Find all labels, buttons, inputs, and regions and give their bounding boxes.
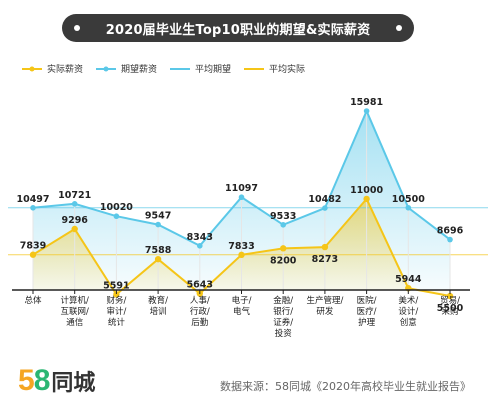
expected-salary-point [71, 201, 78, 207]
expected-salary-point [113, 213, 120, 220]
actual-salary-data-label: 7839 [20, 241, 46, 252]
actual-salary-data-label: 8273 [312, 254, 338, 265]
legend-label: 平均期望 [195, 63, 231, 75]
actual-salary-point [363, 195, 370, 203]
actual-salary-data-label: 9296 [61, 215, 88, 226]
expected-salary-point [405, 204, 412, 211]
expected-salary-data-label: 10020 [100, 202, 133, 213]
x-tick-label: 电子/电气 [232, 295, 252, 317]
x-tick-label: 生产管理/研发 [306, 295, 343, 317]
logo-digit-5: 5 [18, 364, 35, 397]
expected-salary-point [363, 108, 370, 114]
chart-title: 2020届毕业生Top10职业的期望&实际薪资 [105, 22, 371, 38]
expected-salary-data-label: 9547 [145, 211, 171, 222]
title-bullet-right [396, 25, 402, 31]
actual-salary-data-label: 5944 [395, 274, 422, 285]
expected-salary-data-label: 10482 [308, 194, 341, 205]
legend-marker [103, 66, 109, 72]
expected-salary-point [197, 243, 203, 249]
expected-salary-point [155, 221, 161, 228]
x-tick-label: 美术/设计/创意 [398, 295, 418, 328]
legend-label: 期望薪资 [121, 63, 157, 75]
expected-salary-data-label: 11097 [225, 183, 258, 194]
logo-digit-8: 8 [33, 364, 51, 397]
actual-salary-data-label: 8200 [270, 255, 297, 266]
expected-salary-data-label: 10500 [392, 194, 425, 205]
legend-label: 实际薪资 [47, 63, 83, 75]
actual-salary-point [154, 255, 162, 263]
brand-logo: 5 8 同城 [18, 364, 95, 398]
actual-salary-data-label: 11000 [350, 185, 383, 196]
actual-salary-point [446, 292, 454, 300]
logo-text: 同城 [51, 371, 96, 396]
legend-item: 期望薪资 [96, 63, 157, 75]
x-tick-label: 人事/行政/后勤 [190, 295, 210, 328]
title-bullet-left [74, 25, 80, 31]
x-tick-label: 教育/培训 [148, 295, 168, 317]
actual-salary-point [321, 243, 329, 251]
expected-salary-data-label: 8696 [437, 226, 464, 237]
expected-salary-point [322, 205, 328, 211]
chart-title-banner: 2020届毕业生Top10职业的期望&实际薪资 [62, 14, 414, 42]
actual-salary-data-label: 7588 [145, 245, 172, 256]
expected-salary-point [280, 222, 287, 228]
actual-salary-data-label: 5591 [103, 280, 129, 291]
expected-salary-point [447, 236, 453, 243]
actual-salary-point [280, 245, 287, 252]
actual-salary-point [113, 291, 120, 298]
legend-item: 平均实际 [244, 63, 305, 75]
expected-salary-point [30, 205, 36, 211]
legend-marker [29, 66, 35, 72]
actual-salary-point [238, 251, 245, 259]
legend-item: 实际薪资 [22, 63, 83, 75]
data-source: 数据来源：58同城《2020年高校毕业生就业报告》 [220, 380, 471, 393]
actual-salary-point [29, 251, 37, 258]
expected-salary-data-label: 10721 [58, 190, 91, 201]
legend-item: 平均期望 [170, 63, 231, 75]
legend-label: 平均实际 [269, 63, 305, 75]
actual-salary-point [71, 225, 78, 233]
expected-salary-data-label: 8343 [187, 232, 213, 243]
expected-salary-data-label: 9533 [270, 211, 296, 222]
actual-salary-data-label: 5643 [187, 279, 213, 290]
x-tick-label: 计算机/互联网/通信 [61, 295, 90, 328]
x-tick-label: 总体 [24, 295, 42, 306]
expected-salary-data-label: 10497 [16, 194, 49, 205]
actual-salary-data-label: 5500 [437, 303, 464, 314]
x-tick-label: 金融/银行/证券/投资 [273, 295, 293, 339]
x-tick-label: 医院/医疗/护理 [357, 295, 377, 328]
x-tick-label: 财务/审计/统计 [106, 295, 126, 328]
expected-salary-point [238, 194, 245, 201]
expected-salary-data-label: 15981 [350, 97, 383, 108]
actual-salary-data-label: 7833 [228, 241, 254, 252]
x-tick-label: 贸易/采购 [440, 295, 460, 317]
